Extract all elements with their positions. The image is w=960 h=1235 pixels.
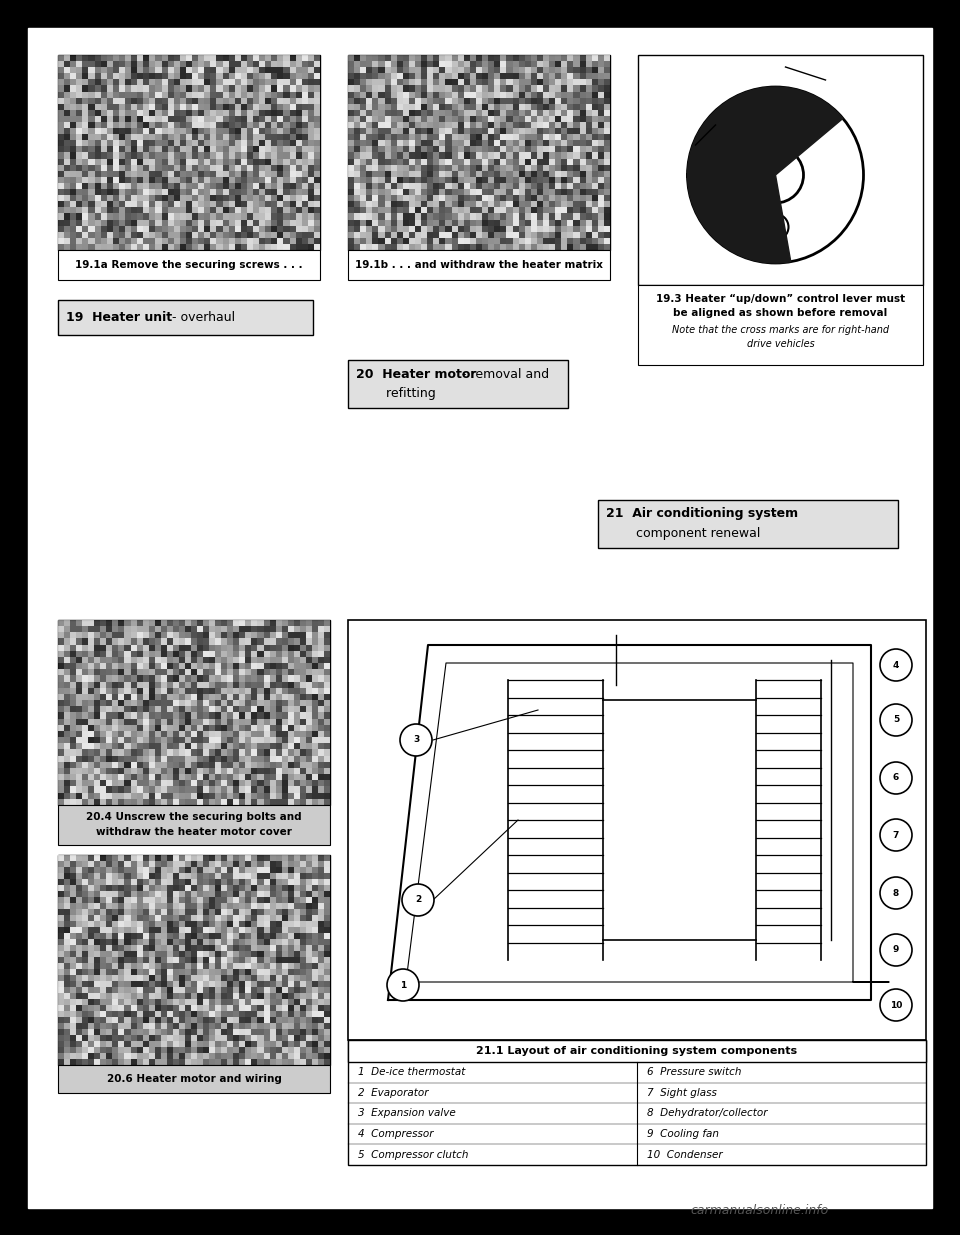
Bar bbox=[348, 249, 610, 280]
Text: component renewal: component renewal bbox=[620, 526, 760, 540]
Text: 21  Air conditioning system: 21 Air conditioning system bbox=[606, 508, 798, 520]
Text: 3  Expansion valve: 3 Expansion valve bbox=[358, 1109, 456, 1119]
Text: 5: 5 bbox=[893, 715, 900, 725]
Text: 5  Compressor clutch: 5 Compressor clutch bbox=[358, 1150, 468, 1160]
Circle shape bbox=[880, 989, 912, 1021]
Bar bbox=[638, 56, 923, 285]
Text: 8  Dehydrator/collector: 8 Dehydrator/collector bbox=[647, 1109, 767, 1119]
Text: 3: 3 bbox=[413, 736, 420, 745]
Text: refitting: refitting bbox=[370, 387, 436, 399]
Bar bbox=[638, 285, 923, 366]
Bar bbox=[348, 359, 568, 408]
Bar bbox=[58, 1065, 330, 1093]
Bar bbox=[348, 620, 926, 1040]
Text: 1: 1 bbox=[400, 981, 406, 989]
Text: 8: 8 bbox=[893, 888, 900, 898]
Bar bbox=[348, 1040, 926, 1165]
Text: 19.3 Heater “up/down” control lever must: 19.3 Heater “up/down” control lever must bbox=[656, 294, 905, 304]
Text: 10: 10 bbox=[890, 1000, 902, 1009]
Circle shape bbox=[880, 650, 912, 680]
Text: -: - bbox=[768, 508, 777, 520]
Text: 20.6 Heater motor and wiring: 20.6 Heater motor and wiring bbox=[107, 1074, 281, 1084]
Bar bbox=[598, 500, 898, 548]
Circle shape bbox=[880, 877, 912, 909]
Polygon shape bbox=[687, 86, 843, 263]
Text: 4  Compressor: 4 Compressor bbox=[358, 1129, 434, 1139]
Bar bbox=[58, 620, 330, 805]
Text: 7  Sight glass: 7 Sight glass bbox=[647, 1088, 717, 1098]
Circle shape bbox=[400, 724, 432, 756]
Circle shape bbox=[880, 762, 912, 794]
Bar bbox=[348, 1040, 926, 1062]
Circle shape bbox=[880, 704, 912, 736]
Bar bbox=[58, 855, 330, 1065]
Text: - overhaul: - overhaul bbox=[168, 311, 235, 324]
Text: 1  De-ice thermostat: 1 De-ice thermostat bbox=[358, 1067, 466, 1077]
Text: 19.1b . . . and withdraw the heater matrix: 19.1b . . . and withdraw the heater matr… bbox=[355, 261, 603, 270]
Text: 6: 6 bbox=[893, 773, 900, 783]
Text: be aligned as shown before removal: be aligned as shown before removal bbox=[673, 308, 888, 317]
Text: 6  Pressure switch: 6 Pressure switch bbox=[647, 1067, 741, 1077]
Text: - removal and: - removal and bbox=[458, 368, 549, 380]
Bar bbox=[58, 249, 320, 280]
Text: 20.4 Unscrew the securing bolts and: 20.4 Unscrew the securing bolts and bbox=[86, 811, 301, 823]
Circle shape bbox=[402, 884, 434, 916]
Text: 19  Heater unit: 19 Heater unit bbox=[66, 311, 172, 324]
Text: 7: 7 bbox=[893, 830, 900, 840]
Text: 19.1a Remove the securing screws . . .: 19.1a Remove the securing screws . . . bbox=[75, 261, 302, 270]
Text: 4: 4 bbox=[893, 661, 900, 669]
Bar bbox=[58, 56, 320, 249]
Circle shape bbox=[880, 934, 912, 966]
Bar bbox=[58, 300, 313, 335]
Text: 2  Evaporator: 2 Evaporator bbox=[358, 1088, 428, 1098]
Circle shape bbox=[387, 969, 419, 1002]
Text: carmanualsonline.info: carmanualsonline.info bbox=[691, 1203, 829, 1216]
Text: 10  Condenser: 10 Condenser bbox=[647, 1150, 723, 1160]
Text: 20  Heater motor: 20 Heater motor bbox=[356, 368, 476, 380]
Text: 2: 2 bbox=[415, 895, 421, 904]
Text: Note that the cross marks are for right-hand
drive vehicles: Note that the cross marks are for right-… bbox=[672, 325, 889, 350]
Text: 21.1 Layout of air conditioning system components: 21.1 Layout of air conditioning system c… bbox=[476, 1046, 798, 1056]
Bar bbox=[58, 805, 330, 845]
Bar bbox=[348, 56, 610, 249]
Circle shape bbox=[880, 819, 912, 851]
Text: 9  Cooling fan: 9 Cooling fan bbox=[647, 1129, 719, 1139]
Text: withdraw the heater motor cover: withdraw the heater motor cover bbox=[96, 827, 292, 837]
Text: 9: 9 bbox=[893, 946, 900, 955]
